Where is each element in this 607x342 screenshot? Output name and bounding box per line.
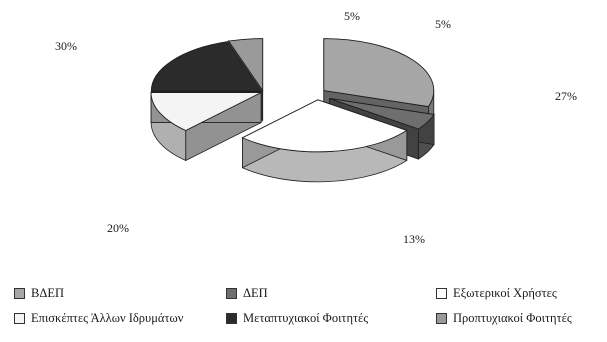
pie-slice-top xyxy=(241,99,408,153)
legend-label: Μεταπτυχιακοί Φοιτητές xyxy=(243,311,369,325)
pie-value-label: 30% xyxy=(55,39,77,53)
legend-swatch xyxy=(14,288,25,299)
pie-value-label: 13% xyxy=(403,232,425,246)
legend-label: ΔΕΠ xyxy=(243,286,268,300)
legend-label: Επισκέπτες Άλλων Ιδρυμάτων xyxy=(31,311,184,325)
pie-value-label: 5% xyxy=(344,9,360,23)
pie-slice-top xyxy=(150,92,262,131)
legend-swatch xyxy=(226,288,237,299)
pie-slice xyxy=(241,99,408,183)
legend-item-undergraduate: Προπτυχιακοί Φοιτητές xyxy=(436,311,572,326)
pie-value-label: 20% xyxy=(107,221,129,235)
legend-item-dep: ΔΕΠ xyxy=(226,286,268,301)
legend-item-external-users: Εξωτερικοί Χρήστες xyxy=(436,286,557,301)
legend-swatch xyxy=(436,313,447,324)
pie-value-label: 5% xyxy=(435,17,451,31)
pie-value-labels: 30% 5% 27% 13% 20% 5% xyxy=(55,9,577,246)
legend-item-bdep: ΒΔΕΠ xyxy=(14,286,64,301)
legend-swatch xyxy=(226,313,237,324)
legend-item-postgraduate: Μεταπτυχιακοί Φοιτητές xyxy=(226,311,368,326)
pie-chart: 30% 5% 27% 13% 20% 5% xyxy=(55,9,577,246)
legend-swatch xyxy=(14,313,25,324)
pie-slice-top xyxy=(150,41,263,92)
legend-label: ΒΔΕΠ xyxy=(31,286,65,300)
pie-slice-top xyxy=(323,38,435,108)
legend-label: Προπτυχιακοί Φοιτητές xyxy=(453,311,572,325)
pie-slice-top xyxy=(329,98,435,130)
legend-swatch xyxy=(436,288,447,299)
pie-slice xyxy=(150,91,262,162)
pie-slice-top xyxy=(227,38,264,92)
chart-legend: ΒΔΕΠ ΔΕΠ Εξωτερικοί Χρήστες Επισκέπτες Ά… xyxy=(0,278,607,342)
pie-slices xyxy=(150,38,435,183)
pie-value-label: 27% xyxy=(555,89,577,103)
legend-item-visitors: Επισκέπτες Άλλων Ιδρυμάτων xyxy=(14,311,183,326)
pie-chart-svg: 30% 5% 27% 13% 20% 5% xyxy=(55,9,577,246)
legend-label: Εξωτερικοί Χρήστες xyxy=(453,286,557,300)
